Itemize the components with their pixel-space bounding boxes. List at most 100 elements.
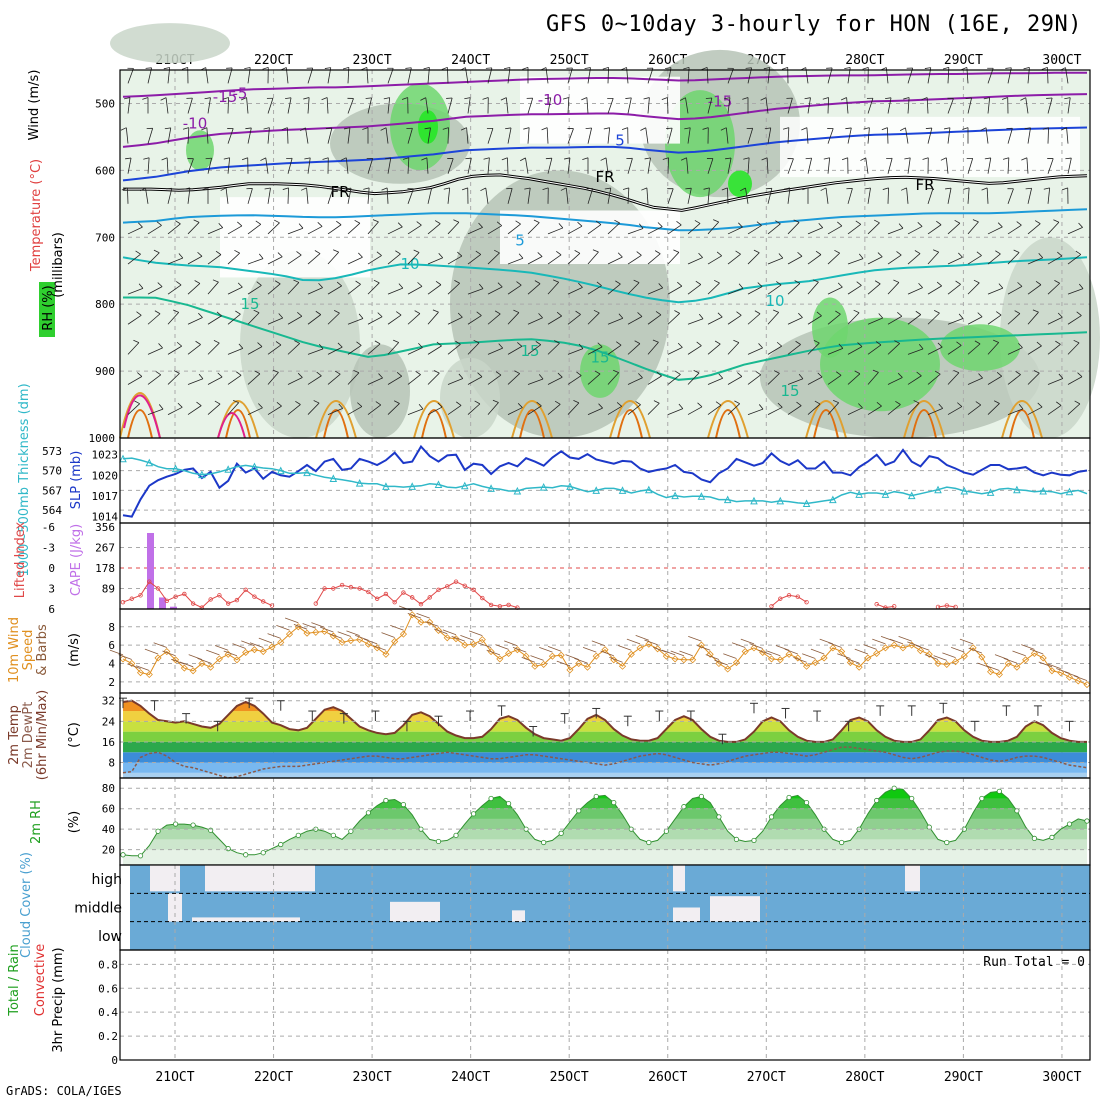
wind-barb-flag — [396, 372, 402, 377]
rh2m-marker — [909, 795, 915, 802]
wind-barb — [947, 345, 962, 355]
wind-barb-flag — [415, 371, 421, 375]
li-marker — [874, 602, 879, 607]
wind-speed-marker — [881, 644, 890, 652]
li-tick: 3 — [48, 583, 55, 596]
wind-barb — [627, 158, 633, 174]
wind-barb-flag — [594, 370, 601, 375]
rh2m-marker — [260, 850, 266, 856]
wind-barb-flag — [260, 157, 266, 161]
isotherm-warm-arch — [707, 400, 749, 439]
wind-barb-flag — [984, 157, 991, 160]
wind-barb — [207, 403, 221, 415]
wind-barb-flag — [1038, 253, 1044, 259]
wind-barb — [1067, 403, 1081, 415]
wind-speed-marker — [1022, 656, 1030, 664]
wind-barb-10m — [530, 655, 544, 661]
top-date-label: 22OCT — [254, 53, 293, 68]
wind-barb-flag — [742, 97, 749, 100]
wind-barb — [247, 407, 263, 415]
wind-barb — [647, 314, 662, 325]
wind-barb-10m — [854, 648, 869, 655]
wind-barb-flag — [401, 97, 408, 100]
wind-speed-marker — [785, 650, 793, 658]
wind-barb-flag — [497, 282, 503, 288]
wind-barb — [327, 251, 340, 265]
wind-barb-flag — [812, 279, 819, 283]
freezing-level-line-inner — [123, 174, 1088, 211]
thickness-marker — [539, 482, 548, 491]
wind-barb — [207, 376, 223, 385]
wind-speed-marker — [338, 638, 346, 646]
wind-barb — [267, 283, 281, 295]
li-marker — [392, 599, 397, 605]
wind-barb-10m — [889, 638, 904, 645]
cape-ylabel: CAPE (J/kg) — [69, 524, 84, 596]
wind-barb-flag — [324, 67, 331, 69]
wind-barb-flag — [523, 127, 530, 130]
bottom-date-label: 27OCT — [747, 1070, 786, 1085]
wind-barb-flag — [896, 251, 902, 256]
wind-barb — [787, 405, 802, 415]
slp-tick: 1014 — [92, 511, 119, 524]
wind-barb-flag — [877, 252, 883, 258]
wind-barb — [727, 97, 731, 114]
wind-barb — [846, 97, 849, 114]
wind-barb-flag — [853, 309, 860, 314]
wind-speed-marker — [724, 665, 732, 673]
wind-barb — [887, 254, 902, 265]
wind-barb-flag — [924, 67, 931, 69]
wind-barb-flag — [677, 342, 683, 348]
wind-barb — [1007, 157, 1010, 174]
contour-label: FR — [595, 168, 614, 186]
wind10-tick: 8 — [108, 621, 115, 634]
wind-barb — [747, 408, 764, 415]
wind-barb-10m — [486, 649, 500, 656]
wind-barb — [207, 281, 219, 295]
wind-barb — [347, 127, 351, 144]
wind-barb-flag — [638, 223, 644, 229]
wind-barb-flag — [355, 280, 361, 285]
wind-barb-flag — [652, 339, 659, 343]
contour-label: FR — [330, 183, 349, 201]
wind-speed-marker — [750, 644, 758, 652]
wind-barb-flag — [282, 187, 289, 190]
wind-barb-10m — [179, 661, 194, 668]
wind-barb — [387, 68, 394, 84]
wind-barb — [905, 127, 909, 144]
wind-barb — [347, 256, 363, 265]
isotherm-plus10-line — [122, 256, 1088, 304]
wind-barb-flag — [640, 127, 646, 131]
wind-barb — [187, 405, 202, 415]
wind-barb — [727, 342, 740, 355]
wind-barb-flag — [918, 282, 923, 288]
li-marker — [269, 603, 275, 608]
wind-barb-flag — [675, 370, 681, 375]
wind-barb-flag — [577, 221, 583, 227]
wind10-tick: 2 — [108, 676, 115, 689]
wind-speed-marker — [189, 667, 197, 675]
wind-barb-flag — [356, 341, 362, 346]
isotherm-hot-arch — [1009, 409, 1035, 439]
wind-barb-flag — [194, 280, 201, 284]
rh2m-unit-ylabel-text: (%) — [67, 811, 82, 834]
wind-barb — [326, 97, 329, 114]
wind-barb — [867, 405, 882, 415]
rh-shading — [940, 324, 1020, 372]
wind-barb — [547, 254, 562, 265]
precip-ylabel-text: Convective — [33, 944, 48, 1017]
wind-speed-marker — [566, 666, 574, 674]
wind-barb-flag — [894, 340, 900, 344]
wind-barb — [247, 346, 263, 355]
wind-barb — [347, 345, 362, 355]
wind-barb-10m — [661, 649, 676, 656]
wind-barb — [907, 253, 921, 265]
wind-barb — [767, 345, 782, 355]
wind-barb-flag — [622, 187, 629, 190]
wind-barb — [685, 97, 689, 114]
wind-barb-flag — [720, 127, 727, 131]
rh-band — [123, 818, 1087, 830]
wind-barb — [407, 157, 410, 174]
thickness-marker — [907, 491, 916, 500]
